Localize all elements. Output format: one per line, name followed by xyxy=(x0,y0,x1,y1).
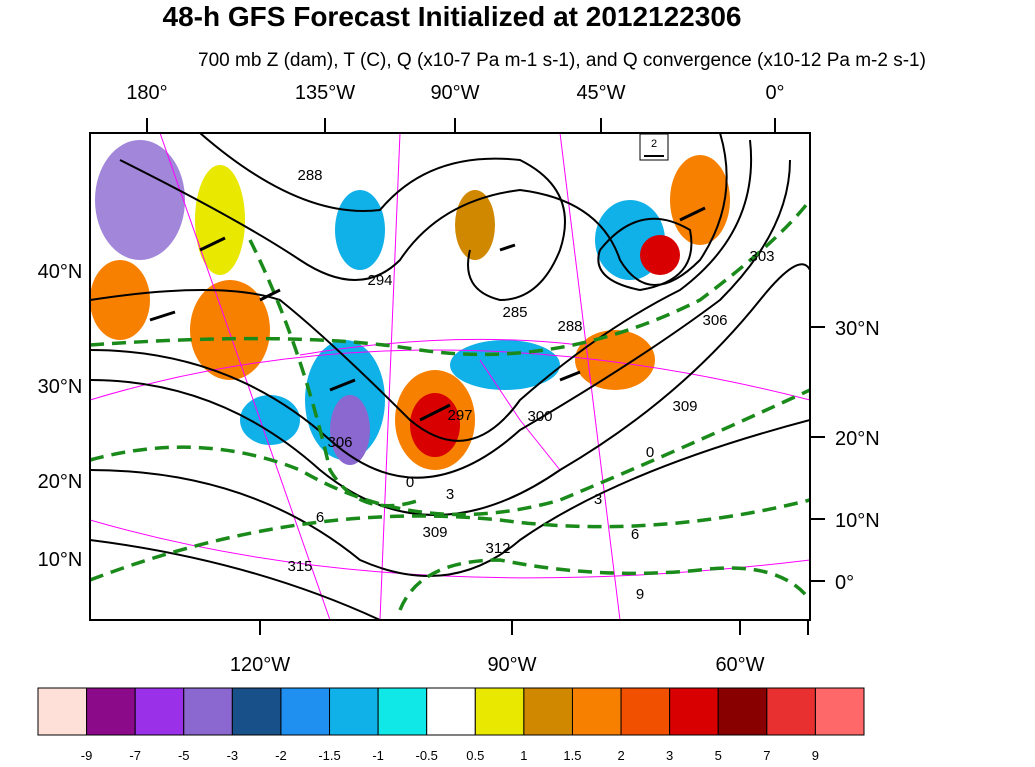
vector-reference-label: 2 xyxy=(651,138,657,150)
vector-reference: 2 xyxy=(639,133,669,161)
colorbar-box xyxy=(329,687,379,736)
contour-label: 309 xyxy=(422,524,447,541)
colorbar-label: 1.5 xyxy=(563,748,581,762)
labels: 180° 135°W 90°W 45°W 0° 40°N 30°N 20°N 10°N 30°N 2… xyxy=(38,82,880,676)
colorbar-box xyxy=(134,687,185,736)
tick-marks xyxy=(146,118,825,635)
colorbar-box xyxy=(766,687,816,736)
colorbar-box xyxy=(523,687,573,736)
colorbar-box xyxy=(426,687,476,736)
axis-label: 0° xyxy=(765,82,784,104)
contour-label: 3 xyxy=(446,486,454,503)
contour-label: 306 xyxy=(327,434,352,451)
colorbar-label: -0.5 xyxy=(416,748,438,762)
colorbar-label: -9 xyxy=(81,748,93,762)
colorbar-box xyxy=(231,687,282,736)
contour-label: 294 xyxy=(367,272,392,289)
axis-label: 90°W xyxy=(430,82,479,104)
axis-label: 20°N xyxy=(38,471,83,493)
contour-label: 0 xyxy=(646,444,654,461)
axis-label: 0° xyxy=(835,572,854,594)
axis-label: 20°N xyxy=(835,428,880,450)
contour-label: 288 xyxy=(557,318,582,335)
colorbar-label: 9 xyxy=(812,748,819,762)
colorbar-box xyxy=(280,687,331,736)
contour-label: 312 xyxy=(485,540,510,557)
colorbar-label: -3 xyxy=(227,748,239,762)
title: 48-h GFS Forecast Initialized at 2012122… xyxy=(163,1,742,32)
contour-label: 297 xyxy=(447,407,472,424)
axis-label: 60°W xyxy=(715,654,764,676)
axis-label: 30°N xyxy=(38,376,83,398)
contour-label: 309 xyxy=(672,398,697,415)
colorbar-box xyxy=(669,687,719,736)
contour-label: 0 xyxy=(406,474,414,491)
plot-frame xyxy=(89,132,811,621)
axis-label: 10°N xyxy=(38,549,83,571)
colorbar: -9 -7 -5 -3 -2 -1.5 -1 -0.5 0.5 1 1.5 2 3 5 7 9 xyxy=(37,687,865,763)
colorbar-box xyxy=(37,687,88,736)
contour-label: 9 xyxy=(636,586,644,603)
colorbar-label: -1.5 xyxy=(318,748,340,762)
contour-label: 3 xyxy=(594,491,602,508)
colorbar-box xyxy=(86,687,136,736)
colorbar-box xyxy=(474,687,525,736)
colorbar-label: 0.5 xyxy=(466,748,484,762)
contour-label: 285 xyxy=(502,304,527,321)
colorbar-label: 1 xyxy=(520,748,527,762)
contour-label: 306 xyxy=(702,312,727,329)
colorbar-box xyxy=(620,687,671,736)
map-field xyxy=(90,133,810,620)
contour-label: 303 xyxy=(749,248,774,265)
axis-label: 40°N xyxy=(38,261,83,283)
colorbar-box xyxy=(717,687,768,736)
contour-label: 6 xyxy=(631,526,639,543)
contour-label: 315 xyxy=(287,558,312,575)
axis-label: 45°W xyxy=(576,82,625,104)
contour-label: 6 xyxy=(316,509,324,526)
colorbar-label: 7 xyxy=(763,748,770,762)
colorbar-label: -1 xyxy=(372,748,384,762)
axis-label: 10°N xyxy=(835,510,880,532)
colorbar-label: 5 xyxy=(715,748,722,762)
colorbar-label: -5 xyxy=(178,748,190,762)
contour-label: 288 xyxy=(297,167,322,184)
colorbar-box xyxy=(183,687,233,736)
colorbar-label: -2 xyxy=(275,748,287,762)
contour-label: 300 xyxy=(527,408,552,425)
subtitle: 700 mb Z (dam), T (C), Q (x10-7 Pa m-1 s… xyxy=(198,50,926,71)
colorbar-box xyxy=(377,687,428,736)
colorbar-label: 3 xyxy=(666,748,673,762)
axis-label: 30°N xyxy=(835,318,880,340)
colorbar-label: -7 xyxy=(129,748,141,762)
axis-label: 90°W xyxy=(487,654,536,676)
axis-label: 180° xyxy=(126,82,167,104)
colorbar-box xyxy=(814,687,865,736)
axis-label: 120°W xyxy=(230,654,290,676)
colorbar-box xyxy=(571,687,622,736)
axis-label: 135°W xyxy=(295,82,355,104)
colorbar-label: 2 xyxy=(617,748,624,762)
